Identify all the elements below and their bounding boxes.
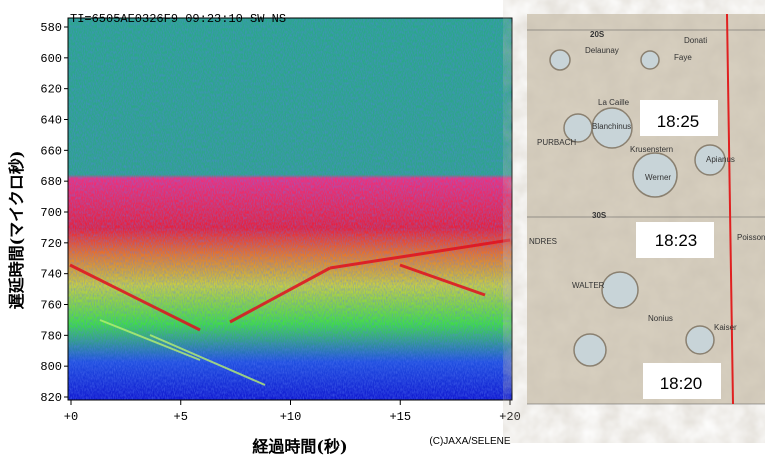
y-tick-label: 800 bbox=[40, 360, 62, 374]
time-label: 18:20 bbox=[660, 374, 703, 393]
y-tick-label: 600 bbox=[40, 52, 62, 66]
y-tick-label: 580 bbox=[40, 21, 62, 35]
header: TI=6505AE0326F9 09:23:10 SW NS bbox=[70, 12, 286, 26]
craters bbox=[549, 49, 726, 367]
map-feature: Faye bbox=[674, 53, 692, 62]
map-feature: Poisson bbox=[737, 233, 765, 242]
map-feature: WALTER bbox=[572, 281, 605, 290]
echo-lines-green bbox=[99, 319, 266, 386]
time-box bbox=[643, 363, 721, 399]
time-label: 18:25 bbox=[657, 112, 700, 131]
y-tick-label: 720 bbox=[40, 237, 62, 251]
map-feature: Nonius bbox=[648, 314, 673, 323]
y-tick-label: 700 bbox=[40, 206, 62, 220]
grid-label: 20S bbox=[590, 30, 605, 39]
map-texture bbox=[527, 14, 765, 404]
map-feature: La Caille bbox=[598, 98, 630, 107]
map-feature: NDRES bbox=[529, 237, 557, 246]
x-tick-label: +0 bbox=[64, 410, 78, 424]
y-tick-label: 680 bbox=[40, 175, 62, 189]
y-tick-label: 660 bbox=[40, 144, 62, 158]
y-tick-label: 780 bbox=[40, 329, 62, 343]
y-axis-label: 遅延時間(マイクロ秒) bbox=[7, 151, 26, 310]
time-box bbox=[636, 222, 714, 258]
radargram-noise bbox=[68, 18, 512, 400]
map-feature: Krusenstern bbox=[630, 145, 673, 154]
map-feature: Donati bbox=[684, 36, 707, 45]
x-tick-label: +10 bbox=[280, 410, 302, 424]
x-tick-label: +20 bbox=[499, 410, 521, 424]
map-grid bbox=[527, 29, 765, 405]
map-feature: Delaunay bbox=[585, 46, 619, 55]
y-tick-label: 740 bbox=[40, 268, 62, 282]
y-tick-label: 820 bbox=[40, 391, 62, 405]
x-tick-label: +5 bbox=[174, 410, 188, 424]
grid-label: 30S bbox=[592, 211, 607, 220]
map-feature: Kaiser bbox=[714, 323, 737, 332]
time-label: 18:23 bbox=[655, 231, 698, 250]
echo-lines bbox=[69, 238, 511, 332]
credit: (C)JAXA/SELENE bbox=[429, 436, 510, 447]
track-line bbox=[726, 13, 734, 405]
map-feature: Apianus bbox=[706, 155, 735, 164]
y-tick-label: 760 bbox=[40, 299, 62, 313]
y-tick-label: 620 bbox=[40, 83, 62, 97]
time-box bbox=[640, 100, 718, 136]
x-axis-label: 経過時間(秒) bbox=[252, 437, 347, 456]
x-tick-label: +15 bbox=[389, 410, 411, 424]
map-feature: Werner bbox=[645, 173, 671, 182]
map-feature: Blanchinus bbox=[592, 122, 631, 131]
y-tick-label: 640 bbox=[40, 114, 62, 128]
map-feature: PURBACH bbox=[537, 138, 576, 147]
